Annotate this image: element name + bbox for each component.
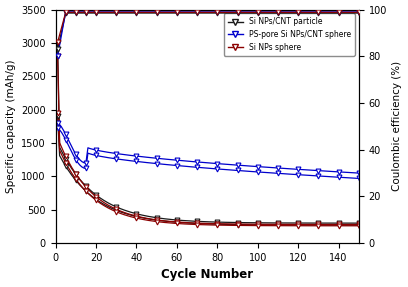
Y-axis label: Coulombic efficiency (%): Coulombic efficiency (%) [392,61,402,191]
Legend: Si NPs/CNT particle, PS-pore Si NPs/CNT sphere, Si NPs sphere: Si NPs/CNT particle, PS-pore Si NPs/CNT … [224,13,355,56]
Y-axis label: Specific capacity (mAh/g): Specific capacity (mAh/g) [6,60,16,193]
X-axis label: Cycle Number: Cycle Number [161,268,253,282]
